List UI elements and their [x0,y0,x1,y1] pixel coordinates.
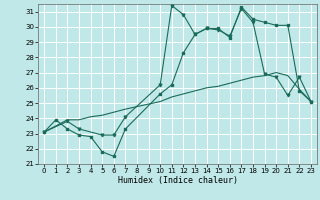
X-axis label: Humidex (Indice chaleur): Humidex (Indice chaleur) [118,176,238,185]
